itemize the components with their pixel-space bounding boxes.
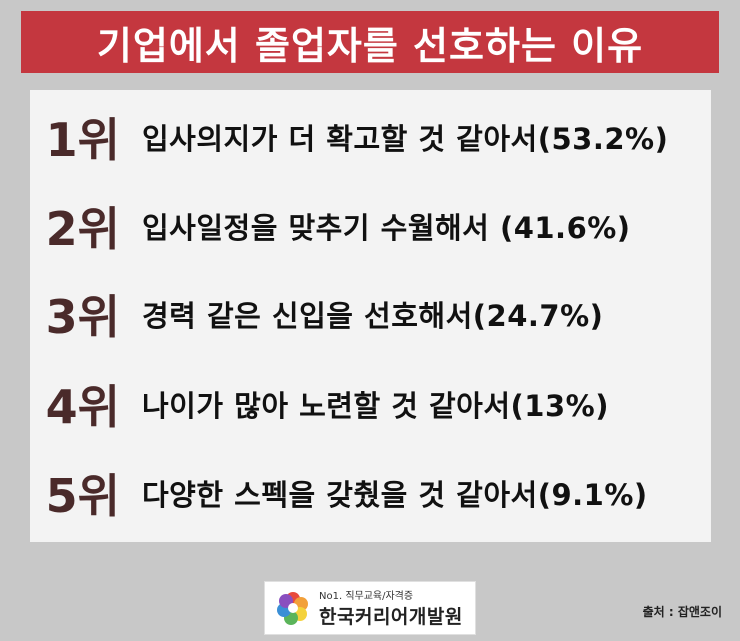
rank-label: 1위 xyxy=(45,113,120,167)
ranking-row: 1위 입사의지가 더 확고할 것 같아서(53.2%) xyxy=(30,102,711,172)
flower-logo-icon xyxy=(277,592,308,625)
rank-reason: 나이가 많아 노련할 것 같아서(13%) xyxy=(142,389,609,423)
rank-reason: 경력 같은 신입을 선호해서(24.7%) xyxy=(142,299,604,333)
page-title: 기업에서 졸업자를 선호하는 이유 xyxy=(96,23,644,68)
ranking-row: 3위 경력 같은 신입을 선호해서(24.7%) xyxy=(30,279,711,349)
company-logo: No1. 직무교육/자격증 한국커리어개발원 xyxy=(264,581,476,635)
rank-label: 3위 xyxy=(45,290,120,344)
source-credit: 출처 : 잡앤조이 xyxy=(642,605,722,619)
rank-label: 5위 xyxy=(45,469,120,523)
ranking-row: 5위 다양한 스펙을 갖췄을 것 같아서(9.1%) xyxy=(30,458,711,528)
rank-reason: 입사일정을 맞추기 수월해서 (41.6%) xyxy=(142,211,631,245)
ranking-row: 4위 나이가 많아 노련할 것 같아서(13%) xyxy=(30,369,711,439)
logo-subtitle: No1. 직무교육/자격증 xyxy=(319,591,414,602)
rank-reason: 다양한 스펙을 갖췄을 것 같아서(9.1%) xyxy=(142,478,648,512)
title-banner: 기업에서 졸업자를 선호하는 이유 xyxy=(21,11,719,73)
logo-name: 한국커리어개발원 xyxy=(319,606,463,628)
ranking-row: 2위 입사일정을 맞추기 수월해서 (41.6%) xyxy=(30,191,711,261)
rank-label: 2위 xyxy=(45,202,120,256)
ranking-panel: 1위 입사의지가 더 확고할 것 같아서(53.2%) 2위 입사일정을 맞추기… xyxy=(30,90,711,542)
rank-reason: 입사의지가 더 확고할 것 같아서(53.2%) xyxy=(142,122,669,156)
rank-label: 4위 xyxy=(45,380,120,434)
